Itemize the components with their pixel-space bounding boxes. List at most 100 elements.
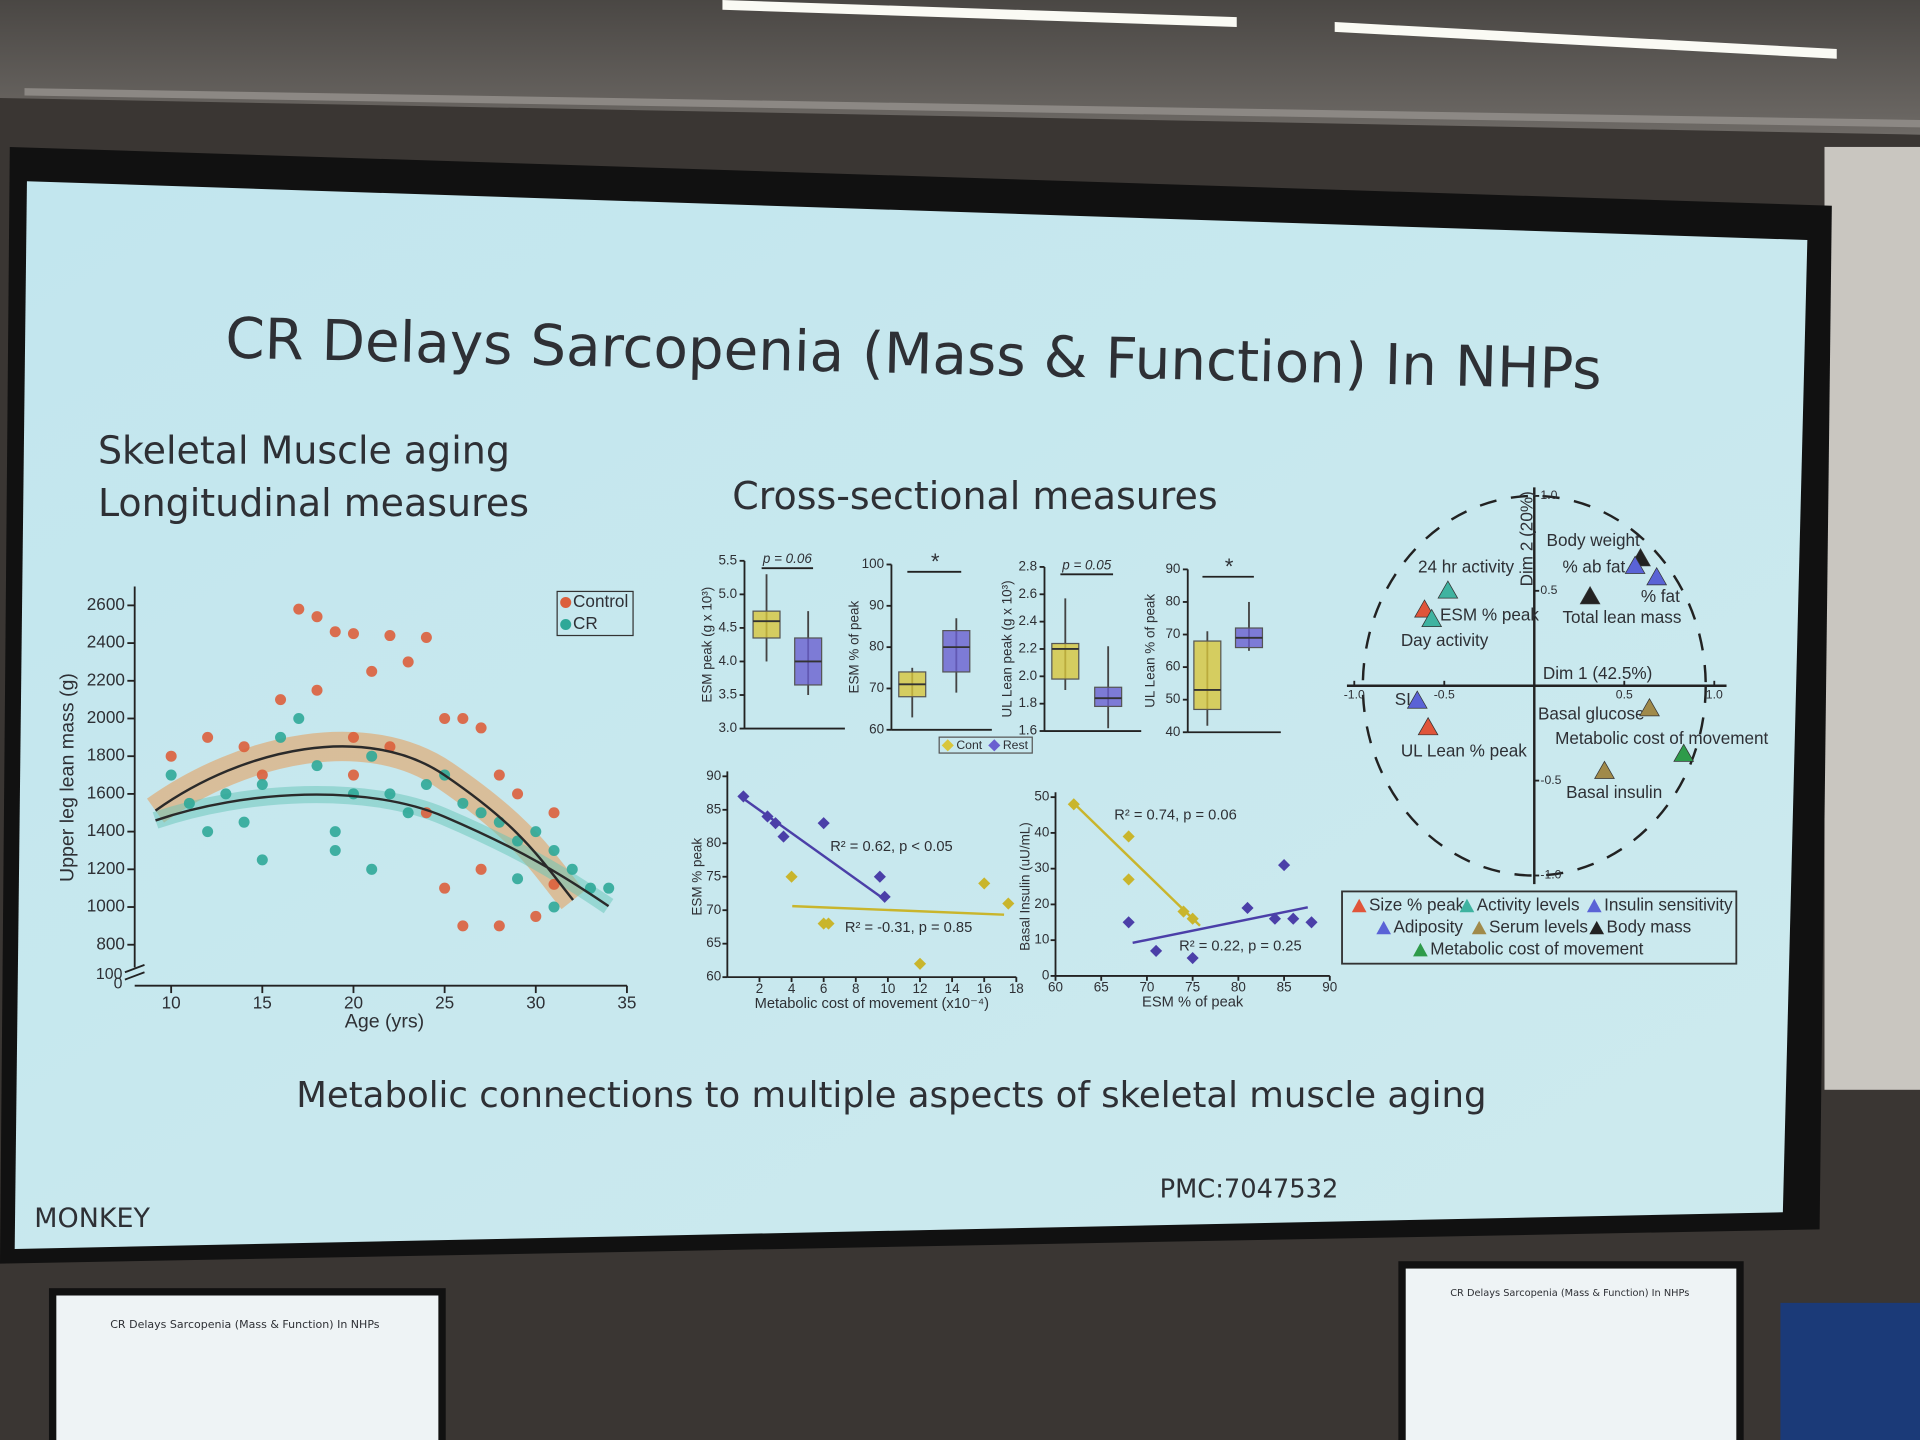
point	[785, 870, 798, 883]
box	[1193, 640, 1222, 711]
point-label: % ab fat	[1562, 557, 1625, 577]
annotation: R² = 0.74, p = 0.06	[1114, 807, 1236, 823]
point	[311, 760, 323, 772]
y-tick-label: 90	[869, 597, 884, 612]
legend-swatch	[1413, 942, 1428, 957]
footer-left: MONKEY	[34, 1203, 150, 1234]
x-tick-label: 20	[344, 993, 363, 1013]
point	[1646, 566, 1668, 586]
point	[366, 750, 378, 762]
x-axis-label: Age (yrs)	[345, 1011, 424, 1033]
x-tick-label: 25	[435, 993, 454, 1013]
point	[402, 807, 414, 819]
fit-curve	[154, 745, 575, 901]
y-tick-label: 70	[869, 680, 884, 695]
point	[1287, 912, 1300, 925]
point	[329, 826, 341, 838]
x-tick-label: 10	[880, 981, 895, 996]
point	[347, 769, 359, 781]
legend-swatch	[1351, 898, 1367, 913]
point-label: 24 hr activity	[1418, 557, 1515, 577]
y-axis-label: Basal Insulin (uU/mL)	[1018, 822, 1033, 951]
x-tick-label: 0.5	[1616, 688, 1633, 702]
point-label: Basal insulin	[1566, 782, 1662, 802]
y-tick-label: 75	[706, 868, 721, 883]
y-tick-label: 2.0	[1018, 668, 1037, 683]
y-tick-label: 1.8	[1018, 695, 1037, 710]
y-axis-label: ESM peak (g x 10³)	[699, 587, 714, 703]
annotation: *	[930, 549, 940, 574]
break-label: 0	[114, 976, 123, 993]
point-label: Basal glucose	[1538, 704, 1645, 724]
left-heading: Skeletal Muscle aging	[98, 429, 510, 473]
y-tick-label: 0.5	[1540, 583, 1557, 597]
box	[1094, 686, 1123, 708]
point	[165, 769, 177, 781]
point	[978, 877, 991, 890]
legend-swatch	[1459, 898, 1475, 913]
y-tick-label: 5.0	[718, 586, 737, 601]
point	[329, 844, 341, 856]
fit-line	[738, 794, 887, 901]
point	[238, 816, 250, 828]
y-axis-label: Upper leg lean mass (g)	[57, 673, 79, 882]
y-tick-label: 10	[1034, 932, 1049, 947]
x-tick-label: 1.0	[1706, 688, 1723, 702]
point	[384, 788, 396, 800]
point	[347, 788, 359, 800]
x-tick-label: 35	[617, 993, 636, 1013]
point	[402, 656, 414, 668]
annotation: p = 0.06	[762, 551, 813, 566]
legend-label: Size % peak	[1369, 895, 1465, 915]
point	[475, 722, 487, 734]
y-tick-label: 90	[706, 768, 721, 783]
point	[439, 882, 451, 894]
y-tick-label: 40	[1034, 824, 1049, 839]
y-tick-label: 85	[706, 801, 721, 816]
annotation: R² = -0.31, p = 0.85	[845, 920, 972, 936]
point-label: Total lean mass	[1562, 607, 1681, 627]
x-tick-label: 15	[253, 993, 272, 1013]
point	[548, 878, 560, 890]
monitor-screen	[56, 1295, 439, 1440]
y-tick-label: 100	[862, 556, 884, 571]
point	[493, 920, 505, 932]
point	[311, 684, 323, 696]
point	[1241, 901, 1254, 915]
y-tick-label: 1.0	[1540, 488, 1557, 502]
x-tick-label: 80	[1231, 980, 1246, 995]
point-label: Day activity	[1401, 630, 1489, 650]
axis-break	[124, 964, 145, 974]
point	[384, 741, 396, 753]
point	[220, 788, 232, 800]
point	[347, 731, 359, 743]
slide-content: CR Delays Sarcopenia (Mass & Function) I…	[34, 307, 1768, 1235]
point	[1417, 716, 1439, 736]
point	[311, 611, 323, 623]
caption: Metabolic connections to multiple aspect…	[296, 1075, 1486, 1116]
x-axis-label: Metabolic cost of movement (x10⁻⁴)	[755, 996, 989, 1012]
point-label: UL Lean % peak	[1401, 740, 1527, 760]
logo-panel	[1780, 1302, 1920, 1440]
y-tick-label: 70	[1165, 626, 1180, 641]
point	[1624, 555, 1646, 574]
point	[457, 712, 469, 725]
y-tick-label: 1600	[87, 782, 125, 802]
point	[1406, 690, 1428, 709]
legend-label: Cont	[956, 738, 982, 752]
y-tick-label: 2.2	[1018, 641, 1037, 656]
y-tick-label: 1000	[87, 896, 125, 916]
point-label: Body weight	[1547, 530, 1641, 550]
y-tick-label: 1400	[87, 820, 125, 840]
point	[548, 901, 560, 913]
y-tick-label: 3.0	[718, 720, 737, 735]
y-tick-label: 20	[1034, 896, 1049, 911]
legend-label: Body mass	[1607, 917, 1692, 937]
point	[548, 844, 560, 856]
y-tick-label: 65	[706, 935, 721, 950]
legend-swatch	[1586, 898, 1602, 913]
y-tick-label: 60	[706, 969, 721, 984]
point	[475, 863, 487, 875]
y-tick-label: 1200	[87, 858, 125, 878]
